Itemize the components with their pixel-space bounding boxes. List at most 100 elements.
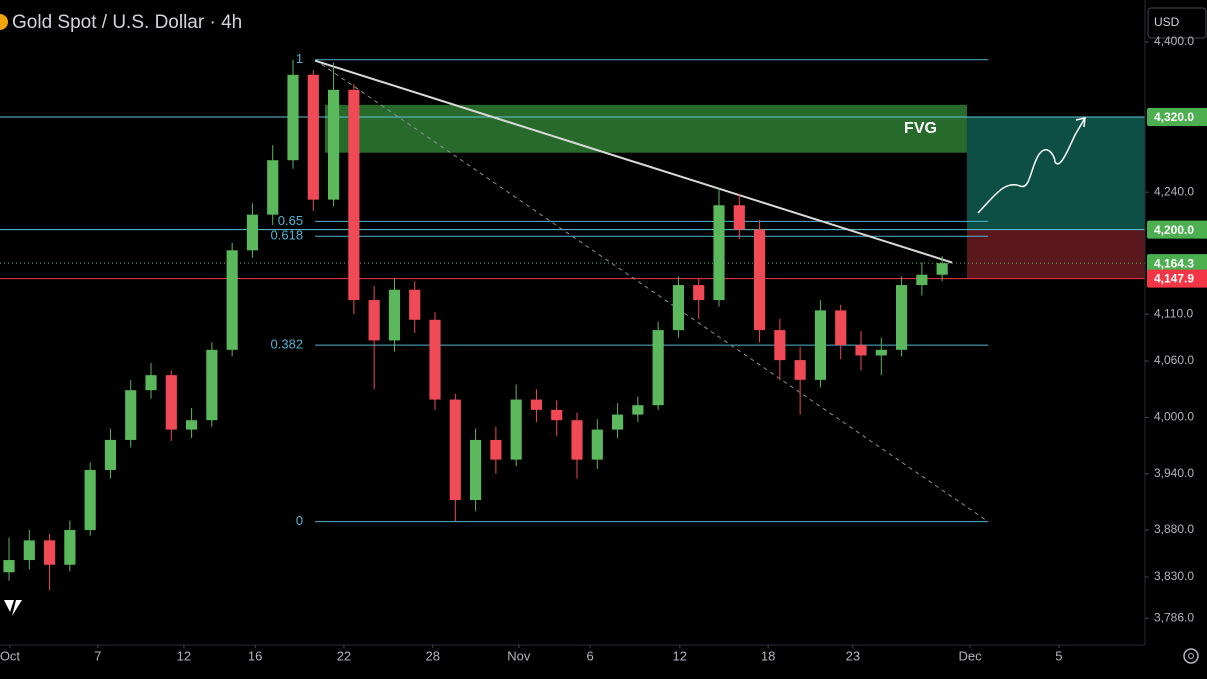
candle-body (835, 310, 847, 346)
candle-body (612, 414, 624, 430)
candle-body (855, 345, 867, 356)
y-tick-label: 4,240.0 (1154, 184, 1194, 198)
price-label: 4,164.3 (1154, 256, 1194, 270)
candle-body (206, 349, 218, 421)
candle-body (774, 330, 786, 361)
candle-body (104, 439, 117, 470)
y-tick-label: 3,786.0 (1154, 610, 1194, 624)
x-tick-label: 16 (248, 648, 262, 663)
settings-icon[interactable] (1183, 648, 1199, 664)
diagonal-line (314, 59, 989, 522)
candle-body (328, 89, 340, 200)
price-label: 4,320.0 (1154, 110, 1194, 124)
y-tick-label: 4,110.0 (1154, 306, 1193, 320)
y-tick-label: 4,000.0 (1154, 410, 1194, 424)
price-label: 4,200.0 (1154, 223, 1194, 237)
candle-body (145, 375, 157, 391)
y-tick-label: 4,060.0 (1154, 353, 1194, 367)
candle-body (693, 285, 705, 301)
x-tick-label: 22 (337, 648, 351, 663)
y-tick-label: 3,830.0 (1154, 569, 1194, 583)
x-tick-label: 28 (426, 648, 440, 663)
currency-label[interactable]: USD (1154, 15, 1180, 29)
candle-body (226, 250, 238, 350)
fib-label: 0.618 (271, 228, 304, 243)
x-tick-label: 12 (673, 648, 687, 663)
candle-body (44, 540, 56, 565)
candle-body (307, 74, 319, 200)
candle-body (733, 205, 745, 230)
fvg-zone (325, 104, 967, 153)
price-label: 4,147.9 (1154, 272, 1194, 286)
symbol-icon (0, 14, 8, 30)
x-tick-label: 6 (586, 648, 593, 663)
x-tick-label: Oct (0, 648, 20, 663)
candle-body (814, 310, 827, 380)
logo (4, 600, 22, 616)
candle-body (165, 375, 177, 430)
price-label-box (1147, 254, 1207, 273)
candle-body (3, 560, 15, 573)
hand-arrow (977, 117, 1086, 214)
y-tick-label: 4,400.0 (1154, 34, 1194, 48)
trend-line (314, 59, 953, 264)
candle-body (571, 420, 583, 460)
price-label-box (1147, 220, 1207, 239)
fib-label: 0.382 (271, 337, 304, 352)
price-label-box (1147, 269, 1207, 288)
y-tick-label: 3,880.0 (1154, 522, 1194, 536)
fib-label: 1 (296, 51, 303, 66)
candle-body (794, 360, 806, 380)
fib-label: 0 (296, 513, 303, 528)
chart-title: Gold Spot / U.S. Dollar · 4h (12, 12, 242, 33)
plot: FVG 1 0.650.618 0.382 0 (0, 51, 1145, 591)
candle-body (510, 399, 522, 460)
candle-body (84, 469, 96, 531)
x-tick-label: 7 (94, 648, 101, 663)
candle-body (23, 540, 35, 561)
x-tick-label: 23 (846, 648, 860, 663)
candle-body (551, 409, 563, 421)
x-tick-label: 5 (1055, 648, 1062, 663)
candle-body (632, 405, 644, 415)
x-tick-label: 18 (761, 648, 775, 663)
candle-body (267, 160, 279, 215)
candle-body (713, 205, 725, 301)
y-tick-label: 3,940.0 (1154, 466, 1194, 480)
candle-body (64, 530, 76, 565)
candle-body (470, 439, 482, 500)
candle-body (409, 289, 421, 320)
candle-body (348, 89, 360, 301)
candle-body (449, 399, 461, 500)
candle-body (591, 429, 603, 460)
candle-body (429, 319, 441, 400)
candle-body (916, 274, 928, 286)
x-tick-label: 12 (177, 648, 191, 663)
candle-body (287, 74, 299, 161)
candle-body (388, 289, 401, 341)
fvg-label: FVG (904, 120, 937, 137)
candle-body (936, 263, 948, 275)
candle-body (875, 349, 887, 356)
candle-body (125, 390, 137, 440)
settings-icon-center (1188, 653, 1194, 659)
x-tick-label: Dec (959, 648, 983, 663)
candle-body (652, 330, 664, 406)
x-tick-label: Nov (507, 648, 531, 663)
loss-zone (966, 229, 1145, 279)
currency-button[interactable] (1147, 7, 1207, 39)
candle-body (753, 229, 766, 331)
fib-label: 0.65 (278, 213, 303, 228)
price-label-box (1147, 108, 1207, 127)
candle-body (490, 439, 502, 460)
candle-body (672, 285, 685, 331)
candle-body (246, 214, 259, 251)
candle-body (186, 420, 198, 430)
candle-body (368, 300, 380, 341)
profit-zone (966, 117, 1145, 230)
candle-body (895, 285, 908, 350)
candle-body (530, 399, 543, 410)
